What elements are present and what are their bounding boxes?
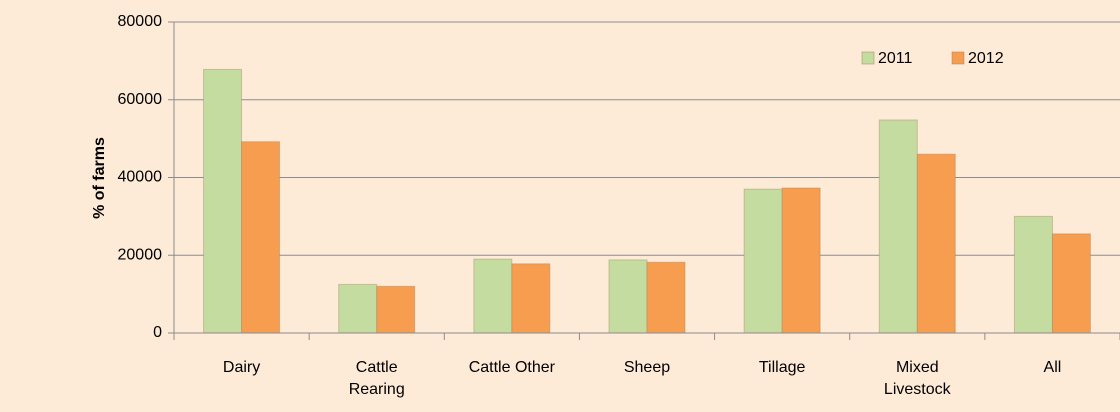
y-tick-label: 0 [153,324,162,341]
bar [781,187,821,334]
bar [511,263,551,334]
bar [338,283,378,334]
y-tick-label: 60000 [118,91,163,108]
legend-swatch [951,51,965,65]
bar [743,188,783,334]
y-tick-label: 20000 [118,246,163,263]
bar [608,259,648,334]
bar [878,119,918,334]
bar [1051,233,1091,334]
x-tick-label: Cattle Rearing [348,359,405,398]
bar [1013,215,1053,334]
y-tick-label: 40000 [118,169,163,186]
x-tick-label: Cattle Other [468,359,555,376]
x-tick-label: Dairy [222,359,261,376]
bar [646,261,686,334]
legend-swatch [861,51,875,65]
bar [376,285,416,334]
x-tick-label: All [1043,359,1062,376]
bar [203,68,243,334]
y-tick-label: 80000 [118,13,163,30]
legend-label: 2012 [968,50,1004,67]
x-tick-label: Tillage [758,359,806,376]
x-tick-label: Mixed Livestock [883,359,951,398]
bar [916,153,956,334]
x-tick-label: Sheep [623,359,671,376]
bar [473,258,513,334]
legend-label: 2011 [878,50,913,67]
bar [241,141,281,334]
y-axis-title: % of farms [91,137,108,219]
